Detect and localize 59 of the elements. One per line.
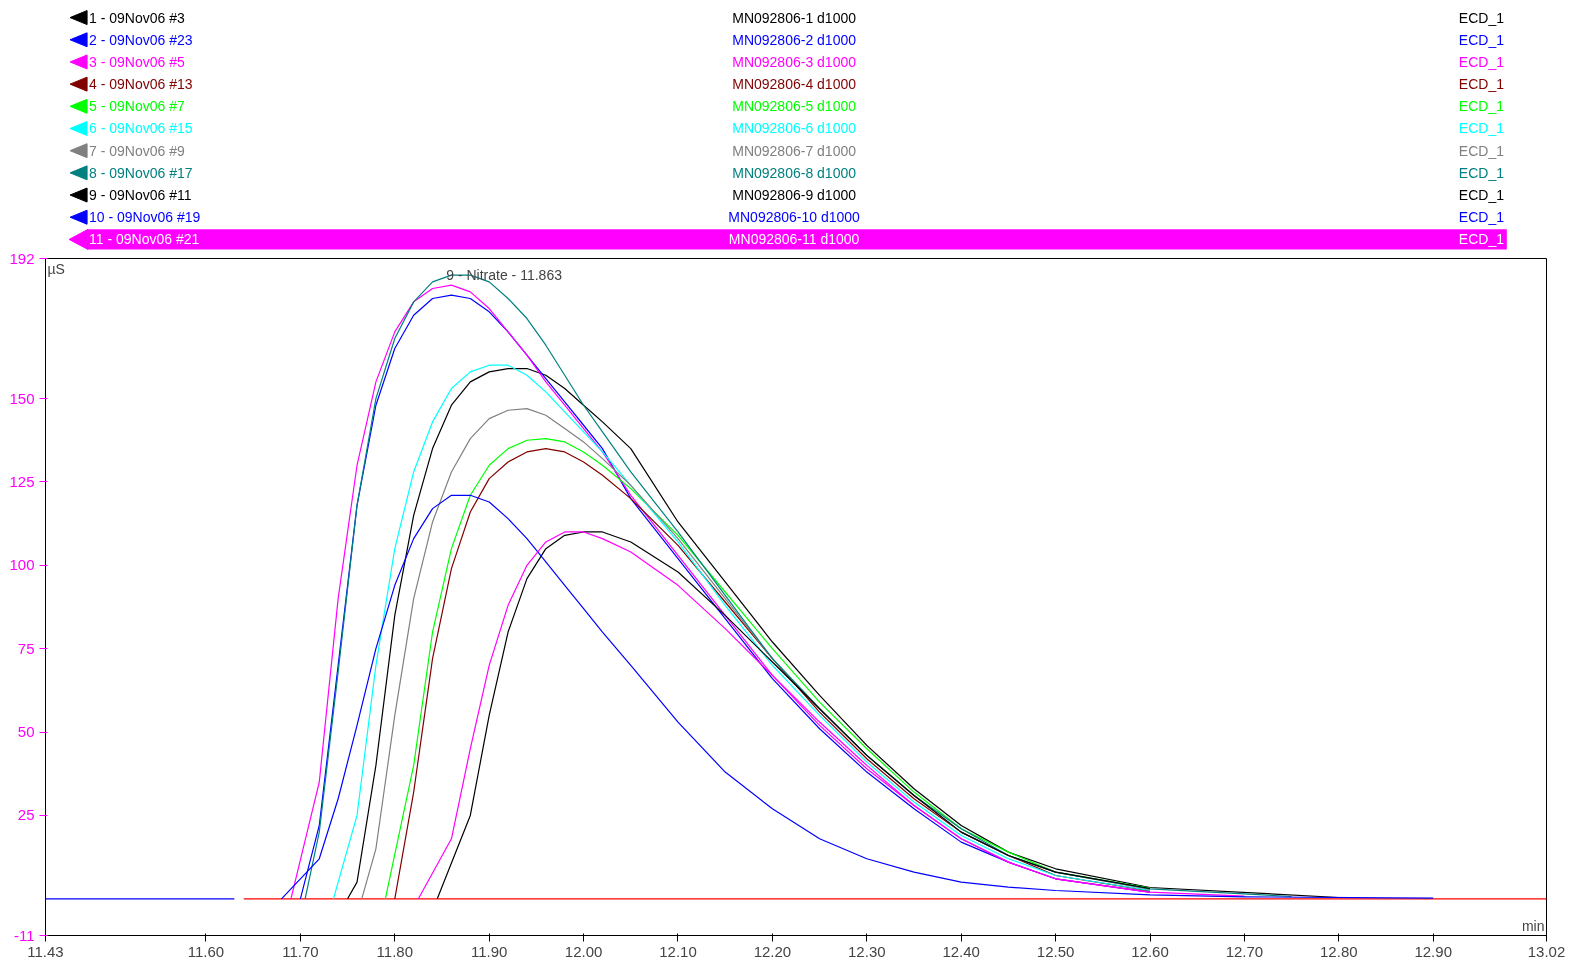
x-tick-label: 12.50 xyxy=(1036,942,1075,960)
text: ECD_1 xyxy=(1458,120,1505,137)
y-tick-label: 192 xyxy=(9,249,35,267)
text: ECD_1 xyxy=(1458,53,1505,70)
x-tick-label: 12.10 xyxy=(659,942,697,960)
y-tick-label: -11 xyxy=(13,926,35,944)
text: MN092806-11 d1000 xyxy=(728,231,860,248)
text: MN092806-3 d1000 xyxy=(732,53,857,70)
text: MN092806-2 d1000 xyxy=(732,31,857,48)
legend-label: 7 - 09Nov06 #9 xyxy=(88,142,185,159)
text: ECD_1 xyxy=(1458,31,1505,48)
legend-label: 8 - 09Nov06 #17 xyxy=(88,164,193,181)
x-tick-label: 12.60 xyxy=(1131,942,1169,960)
x-tick-label: 12.20 xyxy=(753,942,792,960)
x-tick-label: 11.80 xyxy=(376,942,414,960)
text: MN092806-8 d1000 xyxy=(732,164,857,181)
y-tick-label: 50 xyxy=(17,723,35,741)
legend-label: 6 - 09Nov06 #15 xyxy=(88,120,193,137)
legend-label: 4 - 09Nov06 #13 xyxy=(88,76,193,93)
x-axis-title: min xyxy=(1521,917,1545,934)
x-tick-label: 12.80 xyxy=(1320,942,1358,960)
legend-label: 5 - 09Nov06 #7 xyxy=(88,98,185,115)
y-axis-title: µS xyxy=(47,260,65,277)
text: ECD_1 xyxy=(1458,142,1505,159)
text: MN092806-6 d1000 xyxy=(732,120,857,137)
legend-label: 9 - 09Nov06 #11 xyxy=(88,187,192,204)
y-tick-label: 75 xyxy=(17,639,35,657)
text: ECD_1 xyxy=(1458,98,1505,115)
text: ECD_1 xyxy=(1458,209,1505,226)
x-tick-label: 11.60 xyxy=(187,942,225,960)
legend-label: 10 - 09Nov06 #19 xyxy=(88,209,201,226)
text: MN092806-5 d1000 xyxy=(732,98,857,115)
y-tick-label: 25 xyxy=(17,806,35,824)
x-tick-label: 12.70 xyxy=(1225,942,1264,960)
legend-label: 3 - 09Nov06 #5 xyxy=(88,53,185,70)
text: MN092806-10 d1000 xyxy=(728,209,861,226)
legend-label: 2 - 09Nov06 #23 xyxy=(88,31,193,48)
text: MN092806-4 d1000 xyxy=(732,76,857,93)
legend-label: 1 - 09Nov06 #3 xyxy=(88,9,185,26)
x-tick-label: 13.02 xyxy=(1527,942,1566,960)
x-tick-label: 12.00 xyxy=(564,942,603,960)
text: ECD_1 xyxy=(1458,187,1505,204)
x-tick-label: 12.40 xyxy=(942,942,980,960)
text: MN092806-9 d1000 xyxy=(732,187,857,204)
y-tick-label: 100 xyxy=(9,556,35,574)
x-tick-label: 12.90 xyxy=(1414,942,1452,960)
text: MN092806-7 d1000 xyxy=(732,142,857,159)
text: ECD_1 xyxy=(1458,9,1505,26)
text: ECD_1 xyxy=(1458,76,1505,93)
text: ECD_1 xyxy=(1458,164,1505,181)
y-tick-label: 150 xyxy=(9,389,35,407)
legend-label: 11 - 09Nov06 #21 xyxy=(88,231,200,248)
x-tick-label: 12.30 xyxy=(848,942,886,960)
x-tick-label: 11.70 xyxy=(282,942,319,960)
x-tick-label: 11.43 xyxy=(27,942,64,960)
text: MN092806-1 d1000 xyxy=(732,9,857,26)
text: ECD_1 xyxy=(1458,231,1505,248)
x-tick-label: 11.90 xyxy=(470,942,508,960)
y-tick-label: 125 xyxy=(9,472,35,490)
